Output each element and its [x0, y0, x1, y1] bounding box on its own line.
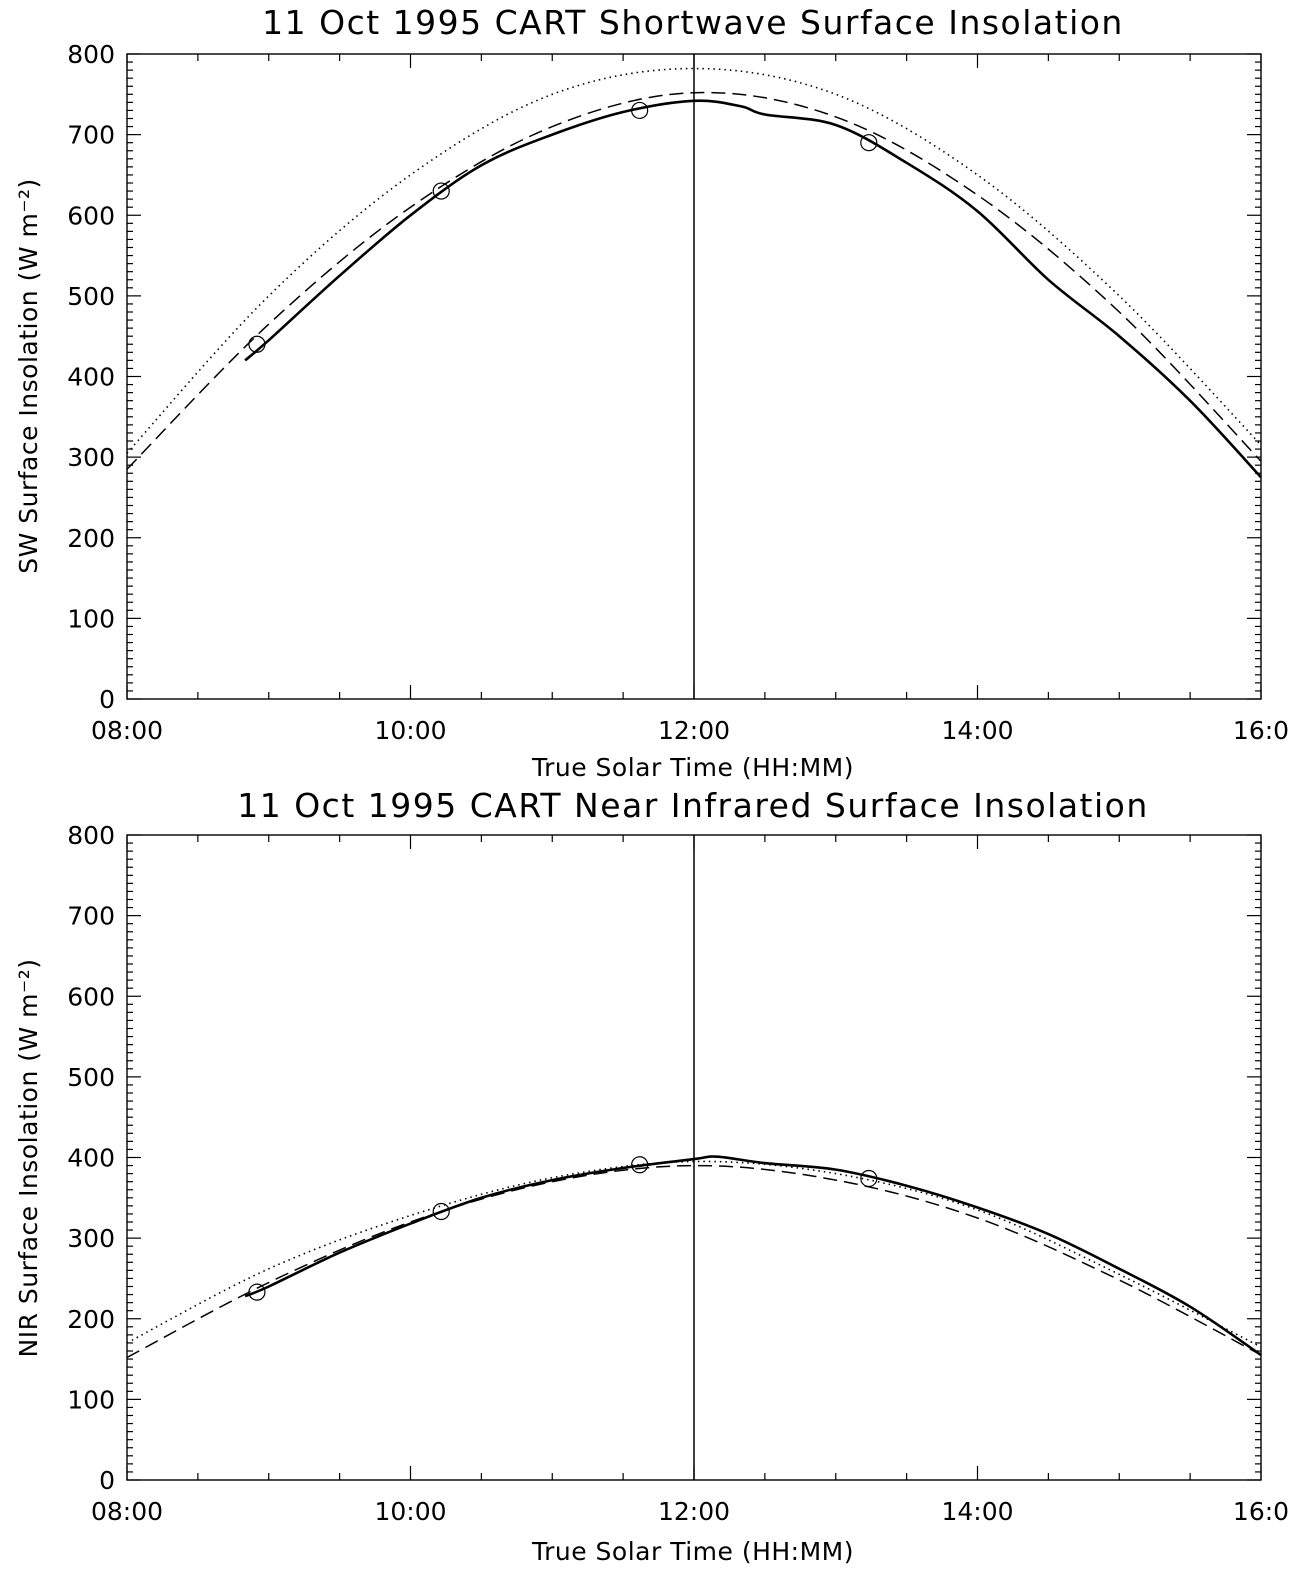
observation-marker	[631, 101, 649, 120]
x-tick-label: 08:00	[91, 716, 163, 745]
y-tick-label: 0	[99, 685, 115, 714]
y-tick-label: 600	[67, 201, 115, 230]
y-tick-label: 400	[67, 363, 115, 392]
x-tick-labels: 08:00 10:00 12:00 14:00 16:0	[91, 1497, 1289, 1526]
observation-marker	[860, 1169, 878, 1188]
x-tick-label: 10:00	[374, 1497, 446, 1526]
dashed-series-line	[126, 91, 1262, 470]
dotted-series-line	[126, 67, 1262, 454]
observation-marker	[432, 182, 450, 200]
x-tick-labels: 08:00 10:00 12:00 14:00 16:0	[91, 716, 1289, 745]
observation-marker	[248, 1283, 266, 1301]
axis-ticks	[126, 53, 1262, 700]
y-tick-labels: 0 100 200 300 400 500 600 700 800	[67, 821, 115, 1495]
y-tick-label: 200	[67, 1305, 115, 1334]
x-tick-label: 16:0	[1233, 716, 1289, 745]
measured-series-line	[244, 1155, 1262, 1357]
y-tick-label: 100	[67, 1385, 115, 1414]
series-group	[126, 1155, 1262, 1359]
y-tick-label: 700	[67, 121, 115, 150]
chart-title: 11 Oct 1995 CART Shortwave Surface Insol…	[262, 3, 1124, 42]
y-tick-label: 500	[67, 1063, 115, 1092]
y-tick-label: 500	[67, 282, 115, 311]
measured-series-line	[244, 99, 1262, 479]
x-tick-label: 16:0	[1233, 1497, 1289, 1526]
x-tick-label: 08:00	[91, 1497, 163, 1526]
dotted-series-line	[126, 1160, 1262, 1348]
y-tick-label: 700	[67, 902, 115, 931]
x-axis-label: True Solar Time (HH:MM)	[531, 753, 854, 782]
sw-insolation-chart: 11 Oct 1995 CART Shortwave Surface Insol…	[14, 3, 1289, 782]
chart-title: 11 Oct 1995 CART Near Infrared Surface I…	[237, 786, 1149, 825]
observation-marker	[432, 1202, 450, 1221]
series-group	[126, 67, 1262, 479]
observation-marker	[248, 335, 266, 353]
y-tick-label: 300	[67, 1224, 115, 1253]
y-axis-label: NIR Surface Insolation (W m⁻²)	[14, 959, 43, 1358]
x-axis-label: True Solar Time (HH:MM)	[531, 1537, 854, 1566]
x-tick-label: 10:00	[374, 716, 446, 745]
nir-insolation-chart: 11 Oct 1995 CART Near Infrared Surface I…	[14, 786, 1289, 1566]
y-tick-labels: 0 100 200 300 400 500 600 700 800	[67, 40, 115, 714]
y-tick-label: 800	[67, 821, 115, 850]
y-tick-label: 100	[67, 604, 115, 633]
y-tick-label: 200	[67, 524, 115, 553]
x-tick-label: 12:00	[658, 716, 730, 745]
observation-marker	[631, 1156, 649, 1174]
y-tick-label: 300	[67, 443, 115, 472]
y-axis-label: SW Surface Insolation (W m⁻²)	[14, 178, 43, 574]
x-tick-label: 14:00	[941, 716, 1013, 745]
x-tick-label: 12:00	[658, 1497, 730, 1526]
y-tick-label: 800	[67, 40, 115, 69]
observation-marker	[860, 134, 878, 152]
y-tick-label: 600	[67, 982, 115, 1011]
x-tick-label: 14:00	[941, 1497, 1013, 1526]
y-tick-label: 400	[67, 1144, 115, 1173]
y-tick-label: 0	[99, 1466, 115, 1495]
